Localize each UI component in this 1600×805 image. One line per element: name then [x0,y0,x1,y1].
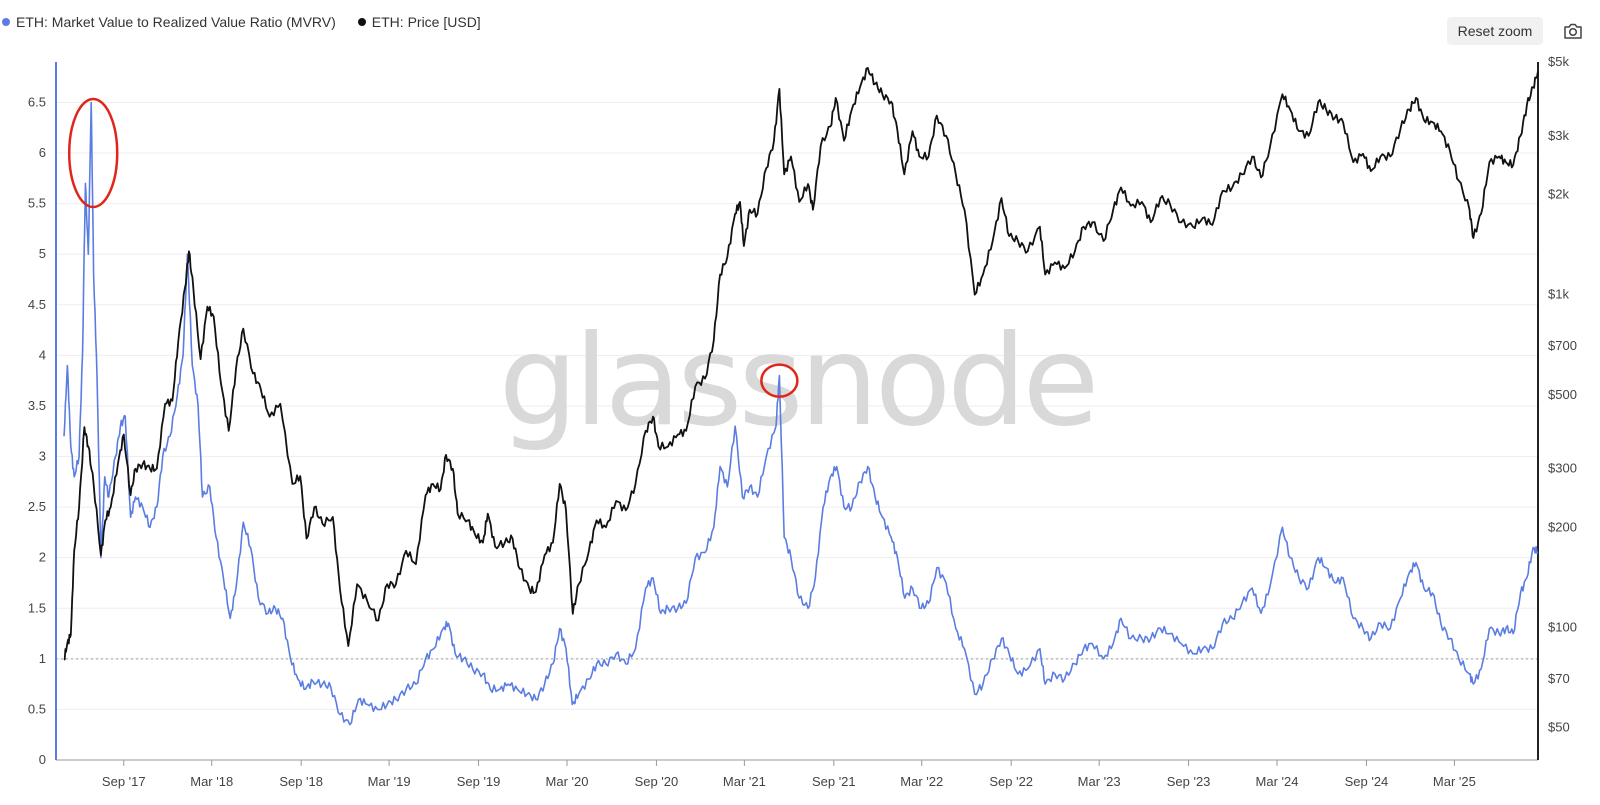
y-right-tick-label: $100 [1548,620,1577,635]
x-tick-label: Mar '21 [723,774,766,789]
y-right-tick-label: $5k [1548,54,1569,69]
y-right-tick-label: $1k [1548,287,1569,302]
y-right-tick-label: $300 [1548,461,1577,476]
y-left-tick-label: 6.5 [28,94,46,109]
x-tick-label: Mar '18 [190,774,233,789]
x-tick-label: Sep '22 [989,774,1033,789]
y-right-tick-label: $50 [1548,720,1570,735]
legend-dot-price [357,18,366,26]
x-tick-label: Sep '18 [279,774,323,789]
watermark-logo: glassnode [499,309,1096,454]
x-tick-label: Mar '20 [546,774,589,789]
x-tick-label: Sep '20 [635,774,679,789]
y-left-tick-label: 1.5 [28,600,46,615]
legend-item-mvrv[interactable]: ETH: Market Value to Realized Value Rati… [2,14,336,30]
y-right-tick-label: $500 [1548,387,1577,402]
x-tick-label: Mar '23 [1078,774,1121,789]
x-tick-label: Mar '24 [1256,774,1299,789]
y-left-tick-label: 2.5 [28,499,46,514]
x-tick-label: Mar '25 [1433,774,1476,789]
x-tick-label: Sep '17 [102,774,146,789]
y-left-tick-label: 5 [39,246,46,261]
x-tick-label: Sep '23 [1167,774,1211,789]
y-right-tick-label: $70 [1548,671,1570,686]
legend-label-price: ETH: Price [USD] [371,14,481,30]
y-left-tick-label: 0.5 [28,701,46,716]
y-left-tick-label: 0 [39,752,46,767]
camera-icon[interactable] [1563,22,1583,40]
mvrv-series-line [63,101,1539,726]
y-left-tick-label: 2 [39,550,46,565]
highlight-ellipse [760,363,799,398]
legend-item-price[interactable]: ETH: Price [USD] [357,14,481,30]
y-right-tick-label: $3k [1548,128,1569,143]
price-series-line [63,67,1539,661]
legend-dot-mvrv [2,18,10,26]
y-left-tick-label: 5.5 [28,196,46,211]
reset-zoom-button[interactable]: Reset zoom [1447,17,1543,45]
y-left-tick-label: 4.5 [28,297,46,312]
y-left-tick-label: 3 [39,449,46,464]
x-tick-label: Sep '24 [1345,774,1389,789]
highlight-ellipse [67,97,119,209]
legend-label-mvrv: ETH: Market Value to Realized Value Rati… [16,14,336,30]
y-left-tick-label: 4 [39,347,46,362]
x-tick-label: Sep '19 [457,774,501,789]
y-right-tick-label: $700 [1548,338,1577,353]
y-left-tick-label: 1 [39,651,46,666]
x-tick-label: Sep '21 [812,774,856,789]
y-left-tick-label: 3.5 [28,398,46,413]
x-tick-label: Mar '22 [900,774,943,789]
y-right-tick-label: $2k [1548,186,1569,201]
legend: ETH: Market Value to Realized Value Rati… [2,14,481,30]
x-tick-label: Mar '19 [368,774,411,789]
y-right-tick-label: $200 [1548,519,1577,534]
y-left-tick-label: 6 [39,145,46,160]
